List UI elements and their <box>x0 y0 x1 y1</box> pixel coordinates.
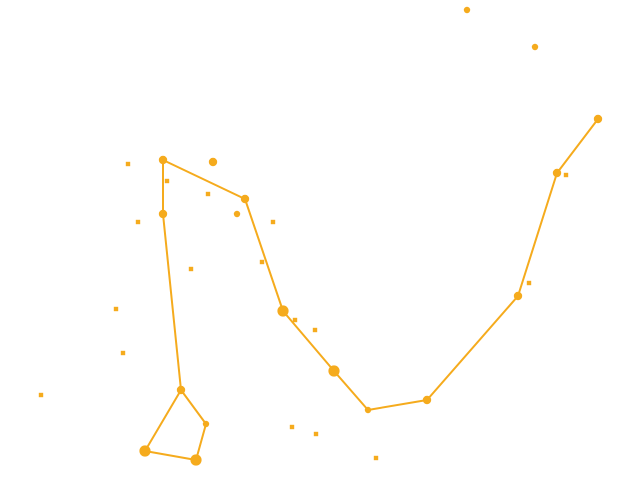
star-s15 <box>292 317 298 323</box>
star-s16 <box>277 305 289 317</box>
star-s23 <box>158 155 168 165</box>
star-s31 <box>176 385 186 395</box>
star-field <box>38 6 603 466</box>
constellation-line <box>195 423 207 461</box>
star-s27 <box>135 219 141 225</box>
constellation-line <box>282 310 335 372</box>
star-s24 <box>164 178 170 184</box>
constellation-line <box>180 389 207 425</box>
star-s11 <box>328 365 340 377</box>
star-s10 <box>373 455 379 461</box>
constellation-line <box>162 159 246 200</box>
constellation-line <box>517 172 558 297</box>
constellation-line <box>144 450 197 461</box>
star-s13 <box>289 424 295 430</box>
star-s08 <box>422 395 432 405</box>
star-s30 <box>120 350 126 356</box>
star-s06 <box>526 280 532 286</box>
star-s26 <box>158 209 168 219</box>
star-s29 <box>113 306 119 312</box>
star-s02 <box>531 43 539 51</box>
constellation-line <box>162 213 182 391</box>
star-s25 <box>125 161 131 167</box>
star-s35 <box>38 392 44 398</box>
constellation-line <box>144 389 182 452</box>
star-s12 <box>313 431 319 437</box>
star-s07 <box>513 291 523 301</box>
constellation-lines <box>144 118 599 461</box>
star-s17 <box>259 259 265 265</box>
constellation-line <box>244 198 284 312</box>
star-s20 <box>233 210 241 218</box>
star-s14 <box>312 327 318 333</box>
star-s19 <box>240 194 250 204</box>
star-s32 <box>202 420 210 428</box>
star-s05 <box>563 172 569 178</box>
star-s22 <box>205 191 211 197</box>
constellation-line <box>333 370 369 411</box>
star-s33 <box>139 445 151 457</box>
star-s18 <box>270 219 276 225</box>
constellation-line <box>556 118 599 174</box>
constellation-line <box>367 399 428 411</box>
star-s04 <box>552 168 562 178</box>
star-s03 <box>593 114 603 124</box>
star-s21 <box>208 157 218 167</box>
constellation-line <box>426 295 519 401</box>
star-s28 <box>188 266 194 272</box>
star-s34 <box>190 454 202 466</box>
star-s01 <box>463 6 471 14</box>
star-s09 <box>364 406 372 414</box>
